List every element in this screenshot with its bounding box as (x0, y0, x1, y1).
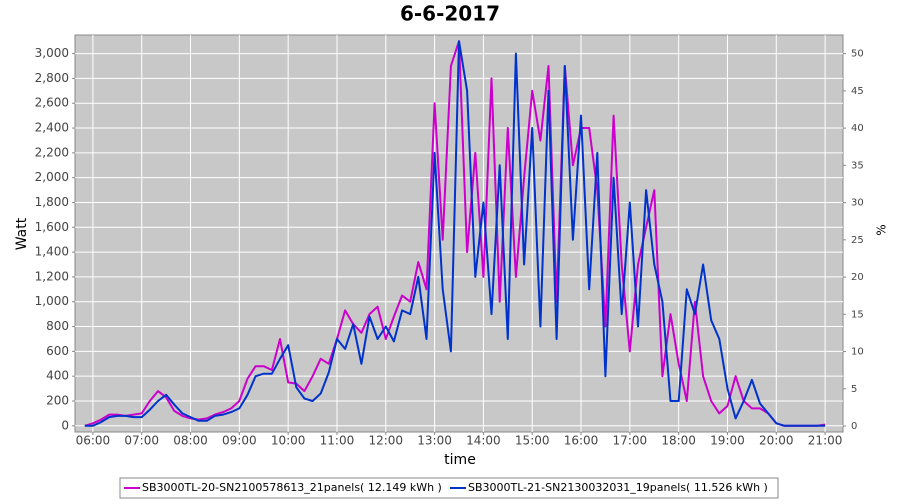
y-tick-label: 600 (46, 344, 69, 358)
series-line (84, 40, 826, 427)
y-tick-label: 800 (46, 319, 69, 333)
series-line (84, 40, 826, 427)
y-tick-label: 2,400 (35, 121, 69, 135)
y2-tick-label: 15 (851, 309, 864, 320)
y2-tick-label: 10 (851, 347, 864, 358)
y2-tick-label: 30 (851, 198, 864, 209)
y-tick-label: 3,000 (35, 46, 69, 60)
y2-tick-label: 0 (851, 421, 857, 432)
plot-area (74, 34, 844, 433)
y2-tick-label: 5 (851, 384, 857, 395)
x-tick-label: 20:00 (759, 434, 794, 448)
y-tick-label: 1,600 (35, 220, 69, 234)
x-tick-label: 13:00 (417, 434, 452, 448)
y-tick-label: 1,400 (35, 245, 69, 259)
legend-label: SB3000TL-21-SN2130032031_19panels( 11.52… (468, 481, 768, 494)
legend-label: SB3000TL-20-SN2100578613_21panels( 12.14… (142, 481, 442, 494)
y-axis-label: Watt (14, 217, 30, 250)
y-tick-label: 2,000 (35, 170, 69, 184)
x-tick-label: 09:00 (222, 434, 257, 448)
y-tick-label: 200 (46, 393, 69, 407)
y-tick-label: 1,200 (35, 269, 69, 283)
legend (119, 477, 779, 499)
y2-tick-label: 20 (851, 272, 864, 283)
x-tick-label: 16:00 (564, 434, 599, 448)
x-axis-label: time (444, 452, 476, 468)
x-tick-label: 14:00 (466, 434, 501, 448)
y2-axis-label: % (875, 224, 889, 235)
y-tick-label: 2,600 (35, 96, 69, 110)
y2-tick-label: 25 (851, 235, 864, 246)
y-tick-label: 2,200 (35, 145, 69, 159)
y2-tick-label: 35 (851, 160, 864, 171)
x-tick-label: 19:00 (710, 434, 745, 448)
x-tick-label: 10:00 (271, 434, 306, 448)
y2-tick-label: 45 (851, 86, 864, 97)
x-tick-label: 21:00 (808, 434, 843, 448)
y-tick-label: 2,800 (35, 71, 69, 85)
x-tick-label: 12:00 (368, 434, 403, 448)
x-tick-label: 18:00 (661, 434, 696, 448)
x-tick-label: 07:00 (124, 434, 159, 448)
chart-title: 6-6-2017 (400, 2, 500, 26)
x-tick-label: 17:00 (613, 434, 648, 448)
y-tick-label: 1,800 (35, 195, 69, 209)
y2-tick-label: 50 (851, 49, 864, 60)
x-tick-label: 08:00 (173, 434, 208, 448)
x-tick-label: 06:00 (76, 434, 111, 448)
x-tick-label: 15:00 (515, 434, 550, 448)
y-tick-label: 1,000 (35, 294, 69, 308)
x-tick-label: 11:00 (320, 434, 355, 448)
y-tick-label: 0 (61, 418, 69, 432)
y-tick-label: 400 (46, 369, 69, 383)
y2-tick-label: 40 (851, 123, 864, 134)
